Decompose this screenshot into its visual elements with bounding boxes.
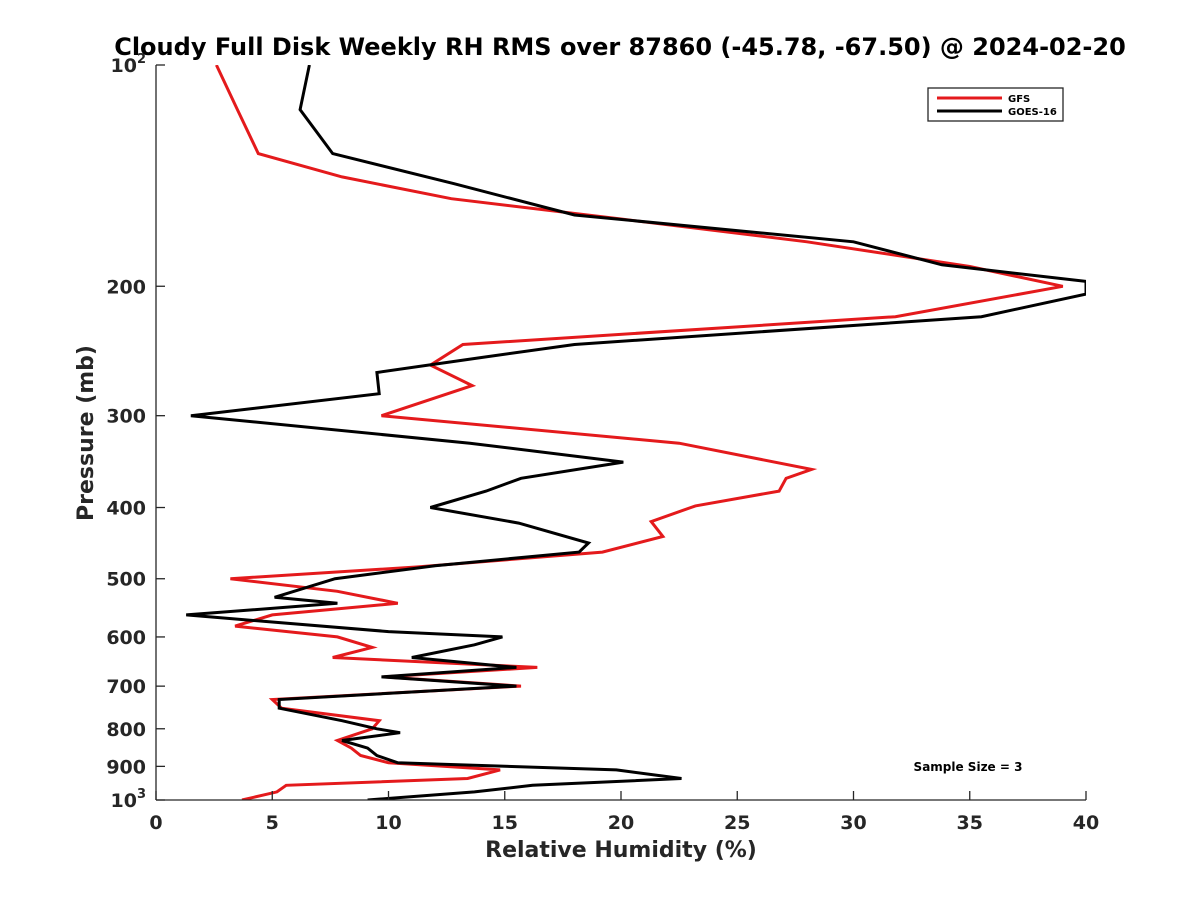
plot-area: [155, 65, 1086, 801]
chart-title: Cloudy Full Disk Weekly RH RMS over 8786…: [114, 33, 1126, 61]
legend-label-0: GFS: [1008, 94, 1030, 105]
x-tick-label: 0: [149, 812, 162, 834]
x-tick-label: 15: [492, 812, 518, 834]
y-tick-label: 900: [106, 756, 146, 778]
x-tick-label: 20: [608, 812, 634, 834]
x-tick-label: 30: [840, 812, 866, 834]
y-tick-label: 700: [106, 676, 146, 698]
x-tick-label: 10: [375, 812, 401, 834]
x-axis-ticks: 0 5 10 15 20 25 30 35 40: [149, 791, 1099, 834]
sample-size-annotation: Sample Size = 3: [914, 760, 1023, 774]
y-tick-label: 200: [106, 276, 146, 298]
y-tick-label: 800: [106, 719, 146, 741]
legend-box: [927, 87, 1064, 122]
legend: GFS GOES-16: [927, 87, 1064, 122]
y-tick-label: 600: [106, 627, 146, 649]
x-tick-label: 35: [957, 812, 983, 834]
series-lines: [186, 65, 1086, 800]
x-axis-label: Relative Humidity (%): [485, 838, 757, 863]
y-tick-label: 103: [111, 787, 147, 812]
x-tick-label: 25: [724, 812, 750, 834]
y-axis-ticks: 102 200 300 400 500 600 700 800 900 103: [106, 52, 165, 812]
series-line-1: [186, 65, 1086, 800]
y-tick-label: 300: [106, 406, 146, 428]
y-tick-label: 400: [106, 498, 146, 520]
x-tick-label: 40: [1073, 812, 1099, 834]
x-tick-label: 5: [266, 812, 279, 834]
y-tick-label: 102: [111, 52, 147, 77]
legend-label-1: GOES-16: [1008, 107, 1057, 118]
series-line-0: [215, 65, 1064, 800]
y-axis-label: Pressure (mb): [74, 345, 99, 521]
y-tick-label: 500: [106, 569, 146, 591]
